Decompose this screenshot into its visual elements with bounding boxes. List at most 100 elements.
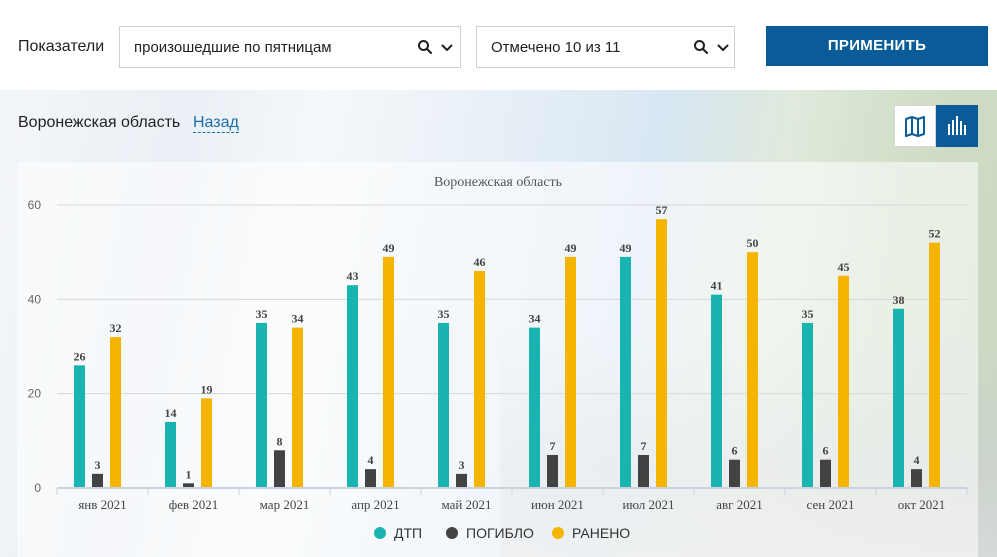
indicator-value: произошедшие по пятницам — [134, 39, 332, 56]
bar[interactable] — [256, 322, 267, 488]
bar[interactable] — [911, 469, 922, 488]
data-label: 35 — [802, 307, 814, 321]
map-view-button[interactable] — [894, 105, 936, 147]
legend-swatch — [446, 527, 458, 539]
x-tick-label: апр 2021 — [351, 497, 399, 512]
data-label: 6 — [823, 444, 829, 458]
data-label: 52 — [929, 227, 941, 241]
legend-swatch — [552, 527, 564, 539]
bar[interactable] — [747, 252, 758, 488]
data-label: 4 — [368, 453, 374, 467]
x-tick-label: сен 2021 — [807, 497, 855, 512]
data-label: 1 — [186, 467, 192, 481]
bar-chart: Воронежская область 26332141193583443449… — [28, 175, 968, 541]
marked-select[interactable]: Отмечено 10 из 11 — [476, 26, 735, 68]
bar[interactable] — [638, 454, 649, 488]
data-label: 43 — [347, 269, 359, 283]
data-label: 35 — [256, 307, 268, 321]
indicator-label: Показатели — [18, 38, 105, 55]
bar[interactable] — [820, 459, 831, 488]
legend-item[interactable]: ПОГИБЛО — [446, 525, 534, 541]
legend-label: ДТП — [394, 525, 422, 541]
bar[interactable] — [201, 398, 212, 488]
bar[interactable] — [474, 271, 485, 488]
data-label: 7 — [641, 439, 647, 453]
data-label: 34 — [529, 312, 541, 326]
data-label: 7 — [550, 439, 556, 453]
data-label: 49 — [383, 241, 395, 255]
bar[interactable] — [620, 256, 631, 488]
x-tick-label: июн 2021 — [531, 497, 584, 512]
x-tick-label: мар 2021 — [260, 497, 310, 512]
bar[interactable] — [110, 337, 121, 488]
chart-title: Воронежская область — [434, 175, 562, 190]
chart-view-button[interactable] — [936, 105, 978, 147]
x-tick-label: июл 2021 — [622, 497, 674, 512]
bar[interactable] — [456, 473, 467, 488]
data-label: 45 — [838, 260, 850, 274]
bar[interactable] — [292, 327, 303, 488]
x-tick-label: фев 2021 — [169, 497, 219, 512]
bar[interactable] — [274, 450, 285, 488]
legend-label: РАНЕНО — [572, 525, 630, 541]
data-label: 49 — [620, 241, 632, 255]
bar[interactable] — [92, 473, 103, 488]
data-label: 14 — [165, 406, 177, 420]
bar[interactable] — [547, 454, 558, 488]
bar[interactable] — [347, 285, 358, 488]
bar[interactable] — [838, 275, 849, 488]
bar[interactable] — [893, 308, 904, 488]
bar[interactable] — [565, 256, 576, 488]
y-tick-label: 40 — [28, 292, 42, 306]
bar[interactable] — [438, 322, 449, 488]
legend-item[interactable]: ДТП — [374, 525, 422, 541]
x-tick-label: май 2021 — [441, 497, 491, 512]
filter-bar: Показатели произошедшие по пятницам Отме… — [0, 0, 997, 90]
data-label: 32 — [110, 321, 122, 335]
search-icon[interactable] — [417, 39, 433, 55]
data-label: 19 — [201, 382, 213, 396]
x-tick-label: авг 2021 — [716, 497, 763, 512]
y-tick-label: 20 — [28, 387, 42, 401]
bar[interactable] — [165, 421, 176, 488]
data-label: 46 — [474, 255, 486, 269]
region-title: Воронежская область — [18, 114, 181, 131]
y-tick-label: 60 — [28, 198, 42, 212]
legend-swatch — [374, 527, 386, 539]
bar[interactable] — [656, 219, 667, 488]
data-label: 41 — [711, 279, 723, 293]
search-icon[interactable] — [693, 39, 709, 55]
back-link[interactable]: Назад — [193, 114, 239, 133]
bar[interactable] — [183, 483, 194, 488]
data-label: 3 — [95, 458, 101, 472]
data-label: 3 — [459, 458, 465, 472]
bar[interactable] — [729, 459, 740, 488]
legend-item[interactable]: РАНЕНО — [552, 525, 630, 541]
data-label: 8 — [277, 434, 283, 448]
legend-label: ПОГИБЛО — [466, 525, 534, 541]
chart-card: Воронежская область 26 3 32 14 1 19 35 8 34 43 4 49… — [17, 162, 978, 557]
bar[interactable] — [383, 256, 394, 488]
y-tick-label: 0 — [34, 481, 41, 495]
data-label: 38 — [893, 293, 905, 307]
marked-value: Отмечено 10 из 11 — [491, 39, 621, 56]
data-label: 49 — [565, 241, 577, 255]
data-label: 57 — [656, 203, 668, 217]
bar[interactable] — [802, 322, 813, 488]
chevron-down-icon[interactable] — [717, 41, 729, 53]
x-tick-label: янв 2021 — [78, 497, 126, 512]
data-label: 35 — [438, 307, 450, 321]
data-label: 4 — [914, 453, 920, 467]
bar[interactable] — [929, 242, 940, 488]
apply-button[interactable]: ПРИМЕНИТЬ — [766, 26, 988, 66]
chevron-down-icon[interactable] — [441, 41, 453, 53]
indicator-select[interactable]: произошедшие по пятницам — [119, 26, 461, 68]
bar[interactable] — [529, 327, 540, 488]
data-label: 6 — [732, 444, 738, 458]
bar[interactable] — [711, 294, 722, 488]
bar[interactable] — [365, 469, 376, 488]
data-label: 26 — [74, 349, 86, 363]
data-label: 34 — [292, 312, 304, 326]
bar[interactable] — [74, 365, 85, 488]
x-tick-label: окт 2021 — [898, 497, 946, 512]
